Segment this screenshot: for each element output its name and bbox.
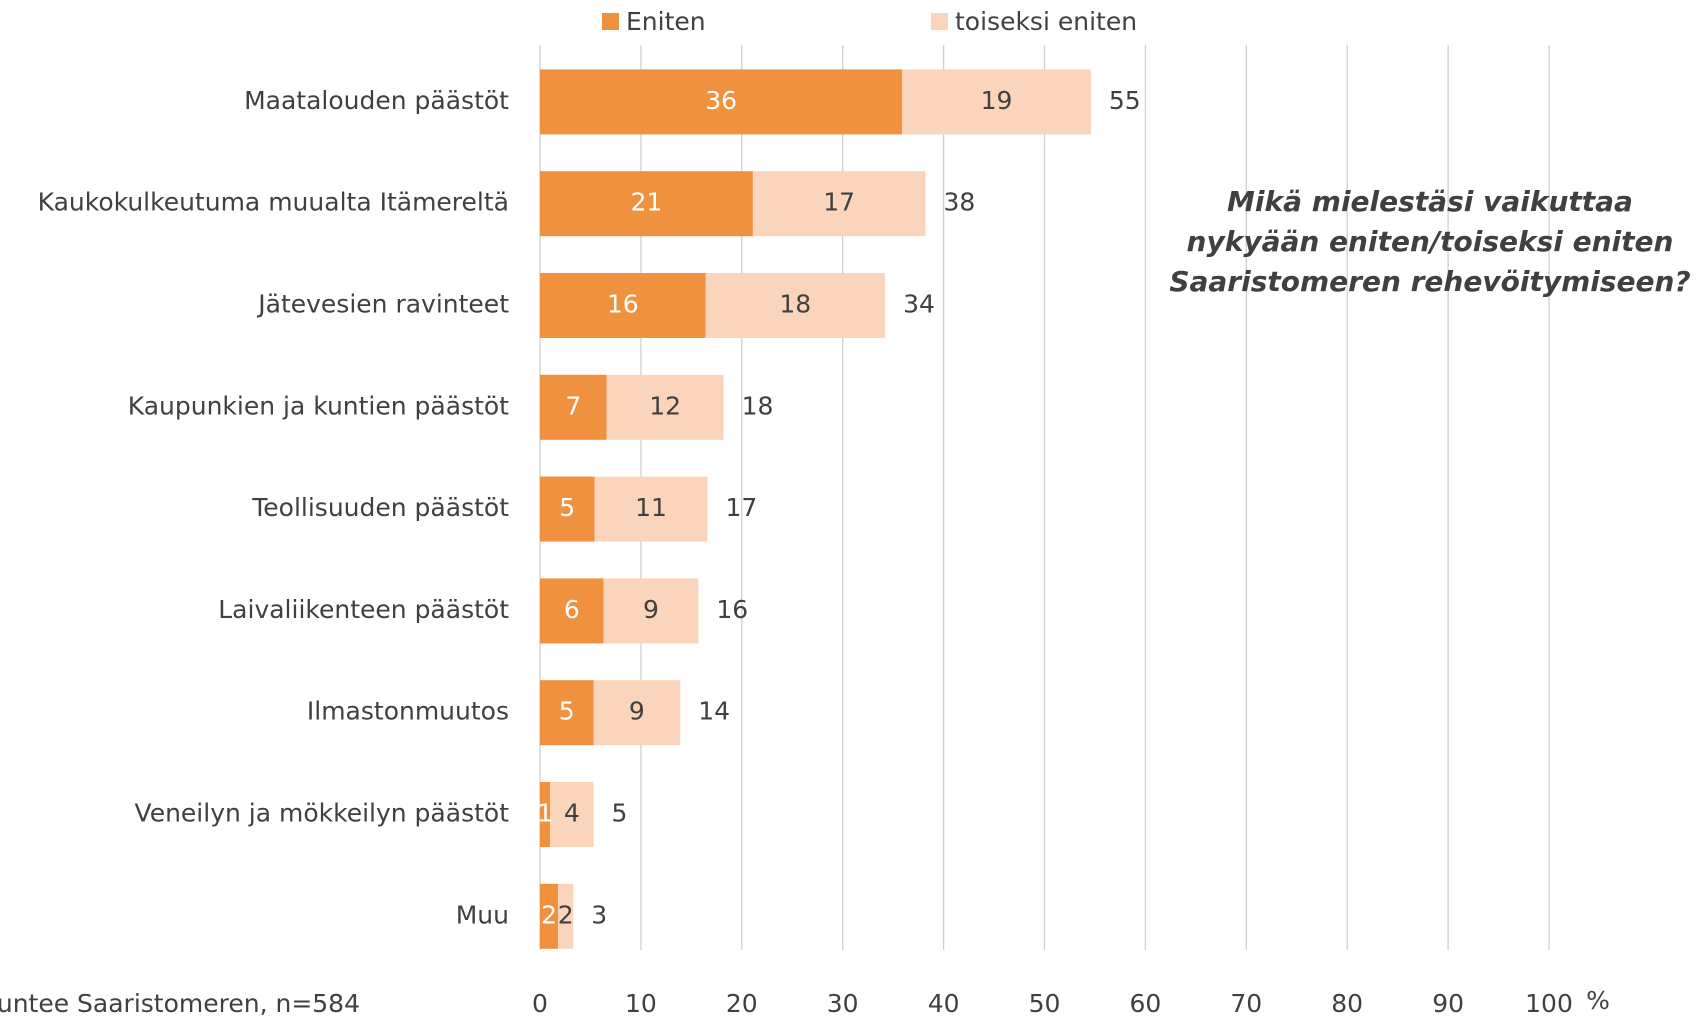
x-tick-label: 90 [1432,989,1464,1018]
total-label: 38 [943,188,975,217]
data-label: 5 [559,493,575,522]
data-label: 9 [643,595,659,624]
x-tick-label: 100 [1525,989,1573,1018]
total-label: 17 [725,493,757,522]
data-label: 7 [565,391,581,420]
total-label: 34 [903,290,935,319]
data-label: 21 [631,188,663,217]
y-tick-label: Kaupunkien ja kuntien päästöt [128,391,509,420]
data-label: 16 [607,290,639,319]
bar-segment [540,578,604,644]
x-tick-label: 70 [1230,989,1262,1018]
bar-segment [902,69,1091,135]
y-tick-label: Teollisuuden päästöt [251,493,509,522]
bar-segment [594,476,708,542]
y-tick-label: Maatalouden päästöt [244,86,509,115]
total-label: 18 [742,391,774,420]
data-label: 9 [629,697,645,726]
chart-title: Mikä mielestäsi vaikuttaa [1227,185,1633,218]
x-tick-label: 80 [1331,989,1363,1018]
x-tick-label: 40 [928,989,960,1018]
data-label: 11 [635,493,667,522]
y-tick-label: Veneilyn ja mökkeilyn päästöt [135,799,510,828]
legend-swatch [931,13,948,30]
legend-label: Eniten [626,7,706,36]
data-label: 6 [564,595,580,624]
source-note: untee Saaristomeren, n=584 [0,989,360,1018]
data-label: 18 [779,290,811,319]
x-tick-label: 60 [1129,989,1161,1018]
data-label: 17 [823,188,855,217]
data-label: 19 [981,86,1013,115]
bar-segment [558,883,574,949]
y-tick-label: Ilmastonmuutos [307,697,509,726]
x-tick-label: 50 [1029,989,1061,1018]
bar-segment [540,680,594,746]
y-tick-label: Laivaliikenteen päästöt [218,595,509,624]
bar-segment [705,273,886,338]
x-unit: % [1586,986,1610,1015]
bar-segment [550,782,594,847]
x-tick-label: 20 [726,989,758,1018]
y-tick-label: Jätevesien ravinteet [256,290,509,319]
bar-segment [606,374,724,440]
x-tick-label: 30 [827,989,859,1018]
data-label: 2 [558,900,574,929]
x-tick-label: 0 [532,989,548,1018]
legend-swatch [602,13,619,30]
bar-segment [752,171,926,237]
chart-title: Saaristomeren rehevöitymiseen? [1169,265,1690,298]
total-label: 14 [698,697,730,726]
bar-segment [593,680,681,746]
bar-segment [540,69,903,135]
data-label: 12 [649,391,681,420]
bar-segment [540,476,595,542]
x-tick-label: 10 [625,989,657,1018]
data-label: 2 [541,900,557,929]
bar-segment [540,171,753,237]
bars [540,69,1091,949]
y-tick-label: Muu [456,900,509,929]
bar-segment [540,782,551,847]
data-label: 5 [559,697,575,726]
total-label: 16 [716,595,748,624]
total-label: 55 [1109,86,1141,115]
total-label: 3 [591,900,607,929]
bar-segment [540,374,607,440]
bar-segment [540,883,559,949]
bar-segment [603,578,699,644]
data-label: 1 [537,799,553,828]
total-label: 5 [611,799,627,828]
chart-title: nykyään eniten/toiseksi eniten [1187,225,1674,258]
y-tick-label: Kaukokulkeutuma muualta Itämereltä [38,188,509,217]
bar-segment [540,273,706,338]
data-label: 4 [564,799,580,828]
data-label: 36 [705,86,737,115]
legend-label: toiseksi eniten [955,7,1137,36]
